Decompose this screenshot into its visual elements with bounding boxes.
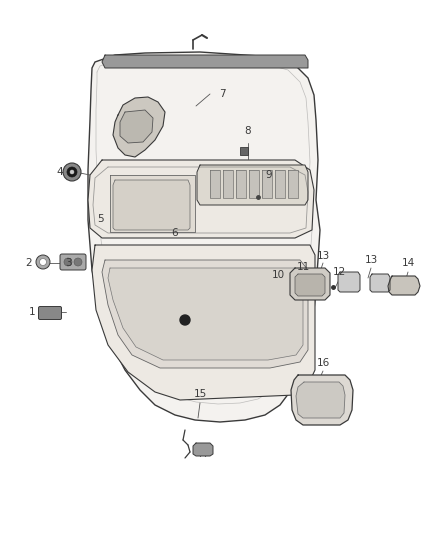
Polygon shape	[290, 268, 330, 300]
Circle shape	[36, 255, 50, 269]
Polygon shape	[102, 260, 308, 368]
Circle shape	[70, 170, 74, 174]
Text: 16: 16	[316, 358, 330, 368]
Polygon shape	[223, 170, 233, 198]
Polygon shape	[113, 180, 190, 230]
Circle shape	[180, 315, 190, 325]
Circle shape	[63, 163, 81, 181]
Polygon shape	[113, 97, 165, 157]
Text: 5: 5	[98, 214, 104, 224]
Polygon shape	[370, 274, 390, 292]
Text: 14: 14	[401, 258, 415, 268]
Text: 15: 15	[193, 389, 207, 399]
Polygon shape	[110, 175, 195, 232]
Text: 2: 2	[26, 258, 32, 268]
Text: 4: 4	[57, 167, 64, 177]
Polygon shape	[88, 52, 320, 422]
Polygon shape	[295, 274, 325, 296]
Polygon shape	[275, 170, 285, 198]
Text: 6: 6	[172, 228, 178, 238]
Text: 7: 7	[219, 89, 225, 99]
Text: 11: 11	[297, 262, 310, 272]
Polygon shape	[120, 110, 153, 143]
Text: 13: 13	[316, 251, 330, 261]
Text: 3: 3	[65, 258, 71, 268]
Circle shape	[74, 258, 82, 266]
Text: 13: 13	[364, 255, 378, 265]
Circle shape	[39, 259, 46, 265]
Polygon shape	[288, 170, 298, 198]
Polygon shape	[92, 245, 315, 400]
Polygon shape	[262, 170, 272, 198]
Text: 1: 1	[28, 307, 35, 317]
Circle shape	[67, 167, 77, 177]
Text: 8: 8	[245, 126, 251, 136]
Polygon shape	[108, 268, 303, 360]
FancyBboxPatch shape	[60, 254, 86, 270]
Polygon shape	[210, 170, 220, 198]
Polygon shape	[338, 272, 360, 292]
Polygon shape	[193, 443, 213, 456]
FancyBboxPatch shape	[39, 306, 61, 319]
Polygon shape	[291, 375, 353, 425]
Polygon shape	[249, 170, 259, 198]
Text: 10: 10	[272, 270, 285, 280]
Polygon shape	[388, 276, 420, 295]
Polygon shape	[102, 55, 308, 68]
Polygon shape	[296, 382, 345, 418]
Polygon shape	[236, 170, 246, 198]
Polygon shape	[88, 160, 314, 238]
Text: 9: 9	[266, 170, 272, 180]
Polygon shape	[197, 165, 308, 205]
Circle shape	[64, 258, 72, 266]
Text: 12: 12	[332, 267, 346, 277]
Bar	[240, 147, 248, 155]
